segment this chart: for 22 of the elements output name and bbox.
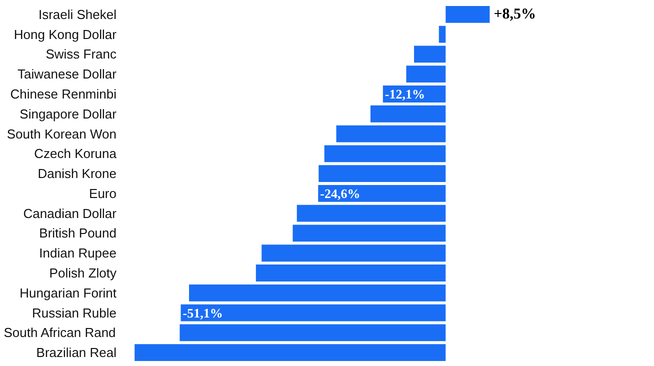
- data-label: +8,5%: [494, 6, 536, 22]
- y-tick-label: Canadian Dollar: [23, 206, 118, 221]
- y-tick-label: South Korean Won: [6, 126, 117, 142]
- data-label: -51,1%: [182, 305, 223, 320]
- y-tick-label: Czech Koruna: [34, 146, 118, 162]
- y-tick-label: Singapore Dollar: [20, 106, 118, 122]
- y-tick-label: Swiss Franc: [46, 46, 117, 62]
- y-tick-label: Hong Kong Dollar: [14, 26, 118, 42]
- y-tick-label: Chinese Renminbi: [10, 86, 117, 102]
- y-tick-label: Polish Zloty: [49, 266, 117, 281]
- y-tick-label: Israeli Shekel: [38, 6, 117, 22]
- data-label: -24,6%: [320, 186, 360, 201]
- y-tick-label: Russian Ruble: [32, 305, 116, 320]
- y-tick-label: Hungarian Forint: [20, 285, 117, 300]
- y-tick-label: Brazilian Real: [36, 345, 117, 360]
- y-tick-label: Indian Rupee: [39, 246, 117, 261]
- y-tick-label: South African Rand: [4, 325, 116, 340]
- y-tick-label: Euro: [89, 186, 117, 201]
- data-label: -12,1%: [384, 86, 426, 102]
- y-tick-label: Taiwanese Dollar: [18, 66, 118, 82]
- y-tick-label: British Pound: [39, 226, 117, 241]
- y-tick-label: Danish Krone: [38, 166, 117, 182]
